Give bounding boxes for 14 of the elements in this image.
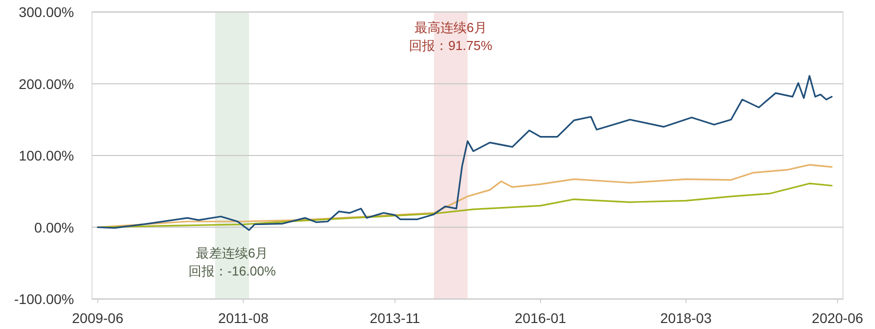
x-tick-label: 2018-03 [660,310,712,326]
x-tick-label: 2013-11 [370,310,420,326]
y-tick-label: 0.00% [34,219,74,236]
y-tick-label: 200.00% [18,76,74,92]
y-tick-label: 100.00% [18,148,74,164]
x-tick-label: 2016-01 [514,310,566,326]
y-tick-label: -100.00% [14,291,74,307]
y-tick-label: 300.00% [18,4,74,20]
x-tick-label: 2020-06 [812,310,864,326]
x-tick-label: 2009-06 [72,310,124,326]
band-label: 最差连续6月回报：-16.00% [188,245,276,278]
line-series [96,75,833,231]
x-tick-label: 2011-08 [218,310,269,326]
band-label: 最高连续6月回报：91.75% [409,20,493,53]
